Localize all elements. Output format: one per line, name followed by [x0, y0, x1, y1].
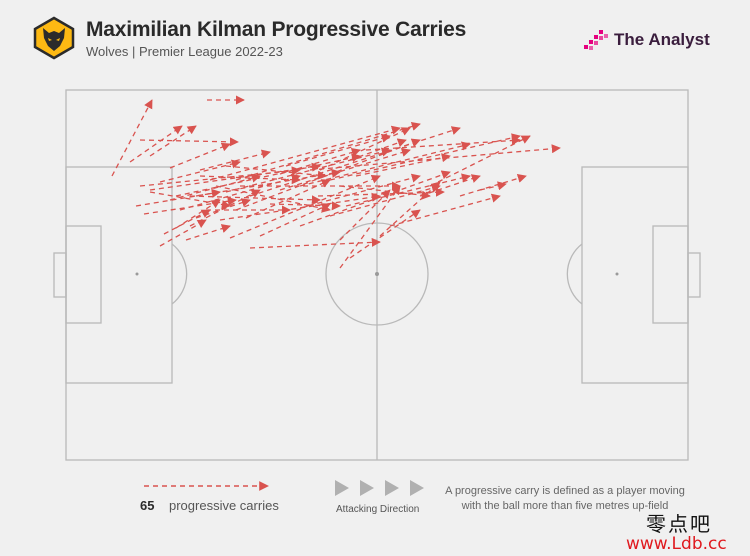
- carry-arrow: [389, 193, 501, 227]
- carry-arrow: [319, 127, 411, 171]
- wolves-crest-icon: [33, 16, 75, 60]
- carry-arrow: [189, 195, 321, 205]
- carry-arrow: [365, 135, 521, 151]
- carry-arrow: [129, 125, 183, 163]
- carry-arrow: [175, 153, 361, 197]
- carry-arrow: [285, 133, 391, 167]
- carry-arrow: [329, 183, 441, 217]
- carry-arrow: [339, 185, 401, 269]
- carry-arrow: [339, 185, 431, 200]
- watermark-chinese: 零点吧: [646, 512, 712, 536]
- carry-arrow: [429, 135, 531, 187]
- carry-arrow: [149, 191, 231, 210]
- carry-arrow: [259, 203, 331, 237]
- carry-arrow: [299, 141, 471, 187]
- carry-arrow: [139, 137, 239, 147]
- page-title: Maximilian Kilman Progressive Carries: [86, 18, 467, 41]
- carry-arrow: [269, 201, 341, 211]
- carry-arrow: [479, 181, 507, 191]
- carry-definition: A progressive carry is defined as a play…: [445, 485, 685, 512]
- carry-arrow: [149, 162, 321, 191]
- carry-arrow: [279, 148, 411, 191]
- carry-arrow: [195, 198, 251, 219]
- carry-arrow: [355, 153, 451, 177]
- carry-arrow: [235, 138, 421, 211]
- carry-arrow: [149, 125, 197, 157]
- carry-arrow: [169, 173, 261, 201]
- carry-arrow: [235, 122, 421, 181]
- carry-arrow: [185, 224, 231, 241]
- carry-arrow: [225, 165, 327, 180]
- carry-arrow: [249, 126, 461, 197]
- carry-arrow: [111, 99, 153, 177]
- brand-name: The Analyst: [614, 30, 710, 49]
- carry-arrow: [199, 175, 301, 185]
- pitch-markings: [53, 89, 701, 461]
- legend-carry-arrow: [144, 481, 269, 491]
- carry-arrow: [249, 237, 381, 249]
- carry-arrow: [143, 196, 237, 215]
- watermark-url: www.Ldb.cc: [626, 534, 727, 554]
- carry-arrow: [279, 147, 361, 175]
- carries-layer: [111, 95, 561, 269]
- carry-arrow: [195, 168, 341, 197]
- carry-count: 65: [140, 498, 155, 513]
- carry-arrow: [179, 173, 301, 211]
- carry-count-label: progressive carries: [169, 498, 279, 513]
- carry-arrow: [317, 187, 445, 197]
- carry-arrow: [349, 138, 407, 161]
- analyst-logo-icon: [584, 30, 608, 50]
- carry-arrow: [329, 133, 521, 181]
- carry-arrow: [209, 125, 401, 181]
- carry-arrow: [139, 166, 301, 187]
- carry-arrow: [459, 174, 527, 197]
- carry-arrow: [159, 159, 241, 183]
- carry-arrow: [339, 189, 391, 241]
- brand-logo: The Analyst: [584, 27, 734, 57]
- carry-arrow: [225, 147, 391, 193]
- carry-arrow: [345, 173, 471, 207]
- carry-arrow: [169, 142, 231, 169]
- carry-arrow: [229, 174, 381, 239]
- carry-arrow: [309, 144, 561, 171]
- page-subtitle: Wolves | Premier League 2022-23: [86, 44, 283, 59]
- attacking-direction-icon: [335, 480, 424, 496]
- attacking-direction-label: Attacking Direction: [336, 504, 420, 515]
